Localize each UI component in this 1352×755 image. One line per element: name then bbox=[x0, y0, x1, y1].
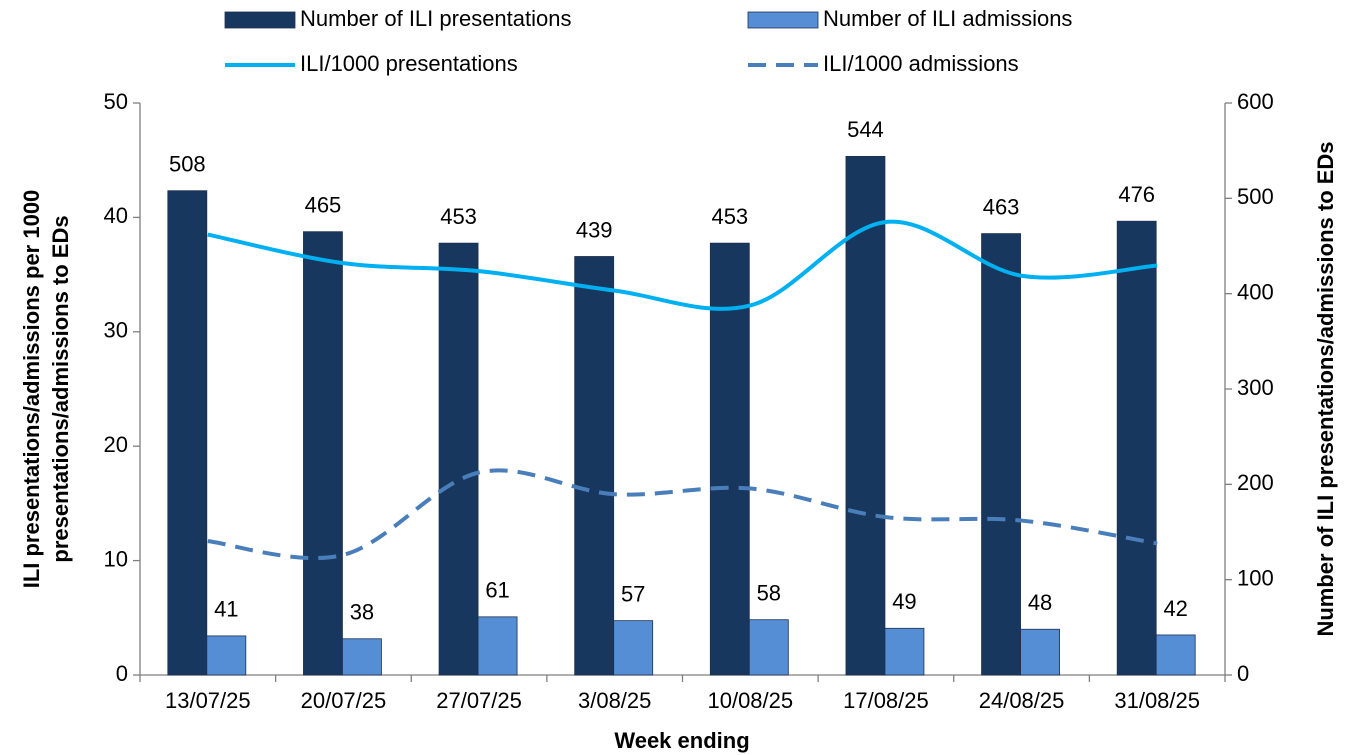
x-tick-label: 31/08/25 bbox=[1114, 688, 1200, 713]
x-tick-label: 27/07/25 bbox=[436, 688, 522, 713]
x-tick-label: 17/08/25 bbox=[843, 688, 929, 713]
value-label: 38 bbox=[350, 600, 374, 625]
value-label: 463 bbox=[983, 194, 1020, 219]
legend-swatch bbox=[747, 11, 819, 29]
y-tick-label: 10 bbox=[104, 546, 128, 571]
y-axis-label: presentations/admissions to EDs bbox=[48, 215, 73, 562]
value-label: 476 bbox=[1118, 182, 1155, 207]
value-label: 41 bbox=[214, 597, 238, 622]
line bbox=[207, 468, 1158, 560]
x-tick-label: 10/08/25 bbox=[707, 688, 793, 713]
bar bbox=[613, 620, 654, 676]
legend-swatch bbox=[224, 11, 296, 29]
value-label: 42 bbox=[1163, 596, 1187, 621]
bar bbox=[981, 233, 1021, 676]
bar bbox=[845, 155, 886, 676]
x-tick-label: 24/08/25 bbox=[979, 688, 1065, 713]
bar bbox=[748, 619, 789, 676]
bar bbox=[303, 231, 343, 676]
x-tick-label: 13/07/25 bbox=[165, 688, 251, 713]
y2-axis-label: Number of ILI presentations/admissions t… bbox=[1313, 141, 1338, 636]
bar bbox=[709, 242, 750, 676]
y-axis-label: ILI presentations/admissions per 1000 bbox=[19, 190, 44, 589]
value-label: 57 bbox=[621, 581, 645, 606]
y2-tick-label: 300 bbox=[1237, 375, 1274, 400]
bar bbox=[477, 616, 518, 676]
y2-tick-label: 0 bbox=[1237, 661, 1249, 686]
y2-tick-label: 100 bbox=[1237, 565, 1274, 590]
bar bbox=[342, 638, 382, 676]
y2-tick-label: 200 bbox=[1237, 470, 1274, 495]
y-tick-label: 30 bbox=[104, 318, 128, 343]
bar bbox=[167, 190, 208, 676]
legend-label: ILI/1000 admissions bbox=[823, 51, 1019, 76]
x-tick-label: 3/08/25 bbox=[578, 688, 651, 713]
bar bbox=[438, 242, 479, 676]
x-axis-label: Week ending bbox=[614, 728, 749, 753]
bar bbox=[574, 256, 615, 676]
y2-tick-label: 400 bbox=[1237, 279, 1274, 304]
y-tick-label: 0 bbox=[116, 661, 128, 686]
bar bbox=[1116, 220, 1157, 676]
value-label: 465 bbox=[305, 193, 342, 218]
value-label: 58 bbox=[757, 581, 781, 606]
legend-label: Number of ILI presentations bbox=[300, 6, 571, 31]
y2-tick-label: 500 bbox=[1237, 184, 1274, 209]
value-label: 49 bbox=[892, 589, 916, 614]
bar bbox=[884, 627, 925, 676]
y-tick-label: 50 bbox=[104, 89, 128, 114]
value-label: 48 bbox=[1028, 590, 1052, 615]
y2-tick-label: 600 bbox=[1237, 89, 1274, 114]
y-tick-label: 20 bbox=[104, 432, 128, 457]
value-label: 544 bbox=[847, 117, 884, 142]
bar bbox=[1155, 634, 1196, 676]
value-label: 453 bbox=[711, 204, 748, 229]
value-label: 439 bbox=[576, 217, 613, 242]
x-tick-label: 20/07/25 bbox=[301, 688, 387, 713]
legend-label: ILI/1000 presentations bbox=[300, 51, 518, 76]
legend-label: Number of ILI admissions bbox=[823, 6, 1072, 31]
value-label: 453 bbox=[440, 204, 477, 229]
line bbox=[207, 219, 1158, 311]
y-tick-label: 40 bbox=[104, 203, 128, 228]
bar bbox=[1020, 628, 1060, 676]
value-label: 61 bbox=[485, 578, 509, 603]
bar bbox=[206, 635, 247, 676]
value-label: 508 bbox=[169, 152, 206, 177]
